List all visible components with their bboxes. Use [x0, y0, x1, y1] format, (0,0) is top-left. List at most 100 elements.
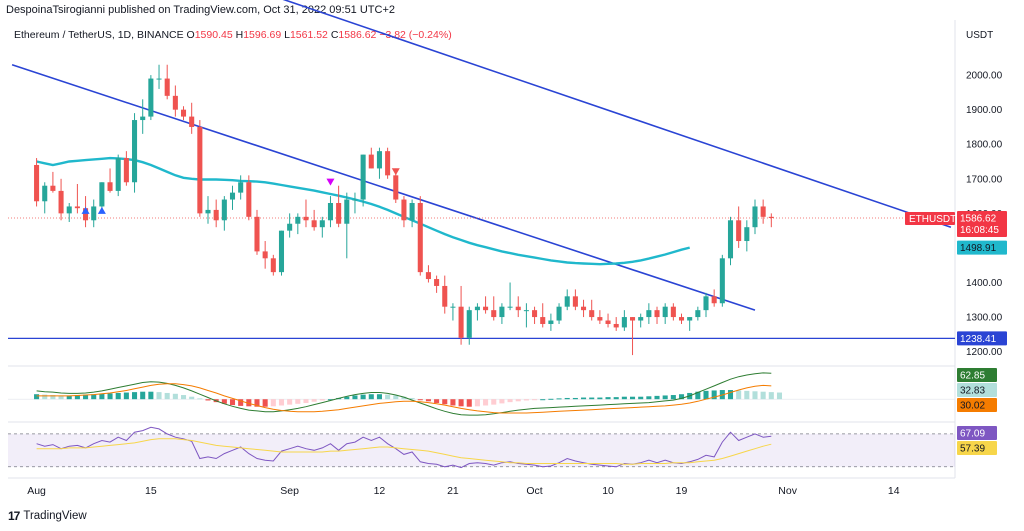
candle-body [34, 164, 40, 202]
candle-body [768, 216, 774, 218]
y-tick-label: 1300.00 [966, 313, 1003, 324]
macd-histogram-bar [760, 391, 766, 400]
macd-histogram-bar [629, 396, 636, 400]
macd-histogram-bar [50, 395, 56, 400]
candle-body [703, 296, 709, 311]
y-tick-label: 1700.00 [966, 174, 1003, 185]
candle-body [287, 223, 293, 231]
candle-body [581, 306, 587, 311]
macd-value-tag: 62.85 [960, 371, 985, 382]
macd-histogram-bar [385, 394, 391, 400]
candle-body [254, 216, 260, 252]
candle-body [107, 182, 113, 191]
macd-histogram-bar [474, 399, 480, 407]
macd-histogram-bar [703, 390, 709, 400]
macd-histogram-bar [42, 394, 48, 400]
candle-body [564, 296, 570, 307]
candle-body [74, 206, 80, 209]
low-value: 1561.52 [289, 29, 328, 41]
candle-body [727, 220, 734, 259]
macd-value-tag: 32.83 [960, 386, 985, 397]
macd-histogram-bar [189, 396, 195, 400]
candle-body [123, 158, 129, 183]
macd-histogram-bar [107, 393, 113, 400]
candle-body [99, 182, 105, 207]
macd-histogram-bar [115, 392, 121, 400]
macd-histogram-bar [229, 399, 236, 406]
macd-histogram-bar [744, 390, 750, 400]
price-unit-label: USDT [966, 30, 993, 41]
macd-histogram-bar [695, 391, 701, 400]
candle-body [83, 208, 89, 221]
candle-body [654, 310, 660, 318]
macd-histogram-bar [654, 395, 660, 400]
sell-signal-icon [326, 178, 335, 186]
candle-body [605, 320, 611, 324]
candle-body [156, 78, 162, 80]
macd-histogram-bar [393, 395, 399, 400]
x-tick-label: Aug [27, 485, 46, 497]
macd-histogram-bar [646, 396, 652, 400]
candle-body [613, 323, 619, 328]
macd-histogram-bar [238, 399, 244, 406]
open-label: O [186, 29, 195, 41]
high-label: H [235, 29, 244, 41]
macd-histogram-bar [99, 393, 105, 400]
close-value: 1586.62 [338, 29, 377, 41]
macd-histogram-bar [295, 399, 301, 404]
candle-body [213, 209, 219, 221]
candle-body [425, 272, 431, 280]
x-tick-label: 10 [602, 485, 614, 497]
candle-body [50, 185, 56, 191]
candle-body [532, 310, 538, 318]
candle-body [270, 258, 276, 273]
candle-body [736, 220, 742, 242]
x-tick-label: 14 [888, 485, 900, 497]
candle-body [368, 154, 374, 169]
candle-body [499, 306, 505, 318]
macd-histogram-bar [752, 391, 758, 400]
x-tick-label: Sep [280, 485, 299, 497]
candle-body [719, 258, 725, 304]
macd-histogram-bar [425, 399, 431, 402]
macd-histogram-bar [164, 392, 170, 400]
macd-histogram-bar [589, 397, 595, 400]
macd-histogram-bar [74, 395, 80, 400]
rsi-band [8, 433, 955, 467]
macd-histogram-bar [246, 399, 252, 407]
trendline [11, 63, 756, 311]
y-tick-label: 1900.00 [966, 105, 1003, 116]
candle-body [58, 190, 64, 214]
macd-histogram-bar [66, 395, 72, 400]
candle-body [319, 220, 325, 228]
low-label: L [284, 29, 290, 41]
buy-signal-icon [81, 206, 90, 214]
candle-body [66, 206, 72, 214]
candle-body [744, 227, 750, 242]
macd-histogram-bar [768, 392, 774, 400]
macd-histogram-bar [262, 399, 268, 407]
macd-histogram-bar [221, 399, 227, 404]
candle-body [442, 285, 448, 307]
x-tick-label: 12 [374, 485, 386, 497]
macd-histogram-bar [344, 396, 350, 400]
macd-histogram-bar [132, 392, 138, 400]
macd-histogram-bar [597, 397, 603, 400]
candle-body [434, 279, 440, 286]
candle-body [638, 317, 644, 321]
macd-histogram-bar [670, 395, 676, 400]
candle-body [629, 317, 636, 321]
macd-value-tag: 30.02 [960, 401, 985, 412]
candle-body [246, 182, 252, 217]
x-tick-label: 19 [676, 485, 688, 497]
candle-body [115, 158, 121, 191]
candle-body [466, 310, 472, 338]
macd-histogram-bar [83, 394, 89, 400]
candle-body [229, 192, 236, 200]
macd-histogram-bar [540, 399, 546, 401]
candle-body [221, 199, 227, 221]
candle-body [458, 306, 464, 338]
macd-histogram-bar [662, 395, 668, 400]
